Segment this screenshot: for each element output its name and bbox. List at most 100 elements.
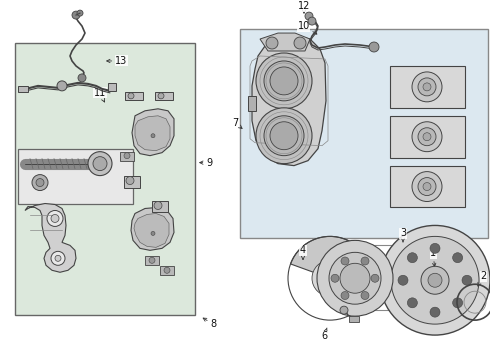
Bar	[15, 43, 195, 315]
Bar	[108, 83, 116, 91]
Circle shape	[329, 252, 381, 304]
Circle shape	[430, 307, 440, 317]
Text: 13: 13	[107, 56, 127, 66]
Circle shape	[264, 116, 304, 156]
Bar	[390, 116, 465, 158]
Circle shape	[421, 266, 449, 294]
Bar	[368, 246, 436, 310]
Bar	[390, 166, 465, 207]
Polygon shape	[135, 116, 170, 151]
Circle shape	[164, 267, 170, 273]
Circle shape	[418, 128, 436, 146]
Circle shape	[340, 306, 348, 314]
Circle shape	[423, 183, 431, 190]
Text: 6: 6	[321, 328, 327, 341]
Circle shape	[47, 211, 63, 226]
Circle shape	[124, 153, 130, 159]
Text: 9: 9	[200, 158, 212, 168]
Circle shape	[88, 152, 112, 176]
Circle shape	[462, 275, 472, 285]
Polygon shape	[252, 36, 326, 166]
Text: 11: 11	[94, 88, 106, 102]
Circle shape	[294, 37, 306, 49]
Text: 2: 2	[478, 271, 486, 286]
Bar	[125, 92, 143, 100]
Circle shape	[391, 237, 479, 324]
Circle shape	[453, 253, 463, 263]
Circle shape	[340, 263, 370, 293]
Text: 8: 8	[203, 318, 216, 329]
Text: 4: 4	[300, 246, 306, 260]
Circle shape	[158, 93, 164, 99]
Text: 1: 1	[430, 248, 436, 267]
Bar	[390, 66, 465, 108]
Polygon shape	[131, 207, 174, 250]
Circle shape	[266, 37, 278, 49]
Circle shape	[412, 122, 442, 152]
Bar	[240, 29, 488, 238]
Circle shape	[154, 202, 162, 210]
Circle shape	[312, 260, 348, 296]
Bar	[18, 86, 28, 92]
Circle shape	[412, 172, 442, 202]
Bar	[120, 152, 134, 161]
Circle shape	[361, 257, 369, 265]
Circle shape	[36, 179, 44, 186]
Circle shape	[256, 108, 312, 164]
Polygon shape	[132, 109, 174, 156]
Circle shape	[264, 61, 304, 101]
Bar	[155, 92, 173, 100]
Wedge shape	[291, 237, 372, 305]
Circle shape	[126, 177, 134, 185]
Circle shape	[51, 215, 59, 222]
Circle shape	[151, 134, 155, 138]
Circle shape	[77, 10, 83, 16]
Circle shape	[371, 274, 379, 282]
Circle shape	[55, 255, 61, 261]
Circle shape	[305, 12, 313, 20]
Circle shape	[369, 42, 379, 52]
Circle shape	[361, 292, 369, 300]
Circle shape	[380, 225, 490, 335]
Circle shape	[331, 274, 339, 282]
Circle shape	[423, 133, 431, 141]
Bar	[248, 96, 256, 111]
Circle shape	[270, 122, 298, 150]
Text: 10: 10	[298, 21, 317, 34]
Text: 5: 5	[353, 253, 359, 267]
Circle shape	[51, 251, 65, 265]
Circle shape	[32, 175, 48, 190]
Bar	[152, 201, 168, 212]
Circle shape	[453, 298, 463, 308]
Circle shape	[341, 292, 349, 300]
Polygon shape	[260, 33, 310, 51]
Circle shape	[317, 240, 393, 316]
Circle shape	[430, 243, 440, 253]
Text: 12: 12	[298, 1, 310, 13]
Bar	[349, 316, 359, 322]
Circle shape	[407, 298, 417, 308]
Circle shape	[398, 275, 408, 285]
Circle shape	[57, 81, 67, 91]
Circle shape	[78, 74, 86, 82]
Bar	[18, 149, 133, 203]
Circle shape	[72, 11, 80, 19]
Polygon shape	[25, 203, 76, 272]
Bar	[145, 256, 159, 265]
Bar	[160, 266, 174, 275]
Circle shape	[428, 273, 442, 287]
Circle shape	[407, 253, 417, 263]
Circle shape	[308, 17, 316, 25]
Circle shape	[418, 78, 436, 96]
Circle shape	[256, 53, 312, 109]
Circle shape	[412, 72, 442, 102]
Circle shape	[93, 157, 107, 171]
Circle shape	[270, 67, 298, 95]
Polygon shape	[134, 213, 169, 247]
Bar	[124, 176, 140, 188]
Circle shape	[341, 257, 349, 265]
Circle shape	[128, 93, 134, 99]
Circle shape	[151, 231, 155, 235]
Circle shape	[418, 177, 436, 195]
Text: 7: 7	[232, 118, 242, 129]
